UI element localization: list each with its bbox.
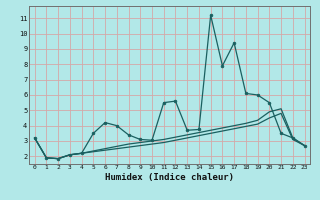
X-axis label: Humidex (Indice chaleur): Humidex (Indice chaleur) [105, 173, 234, 182]
